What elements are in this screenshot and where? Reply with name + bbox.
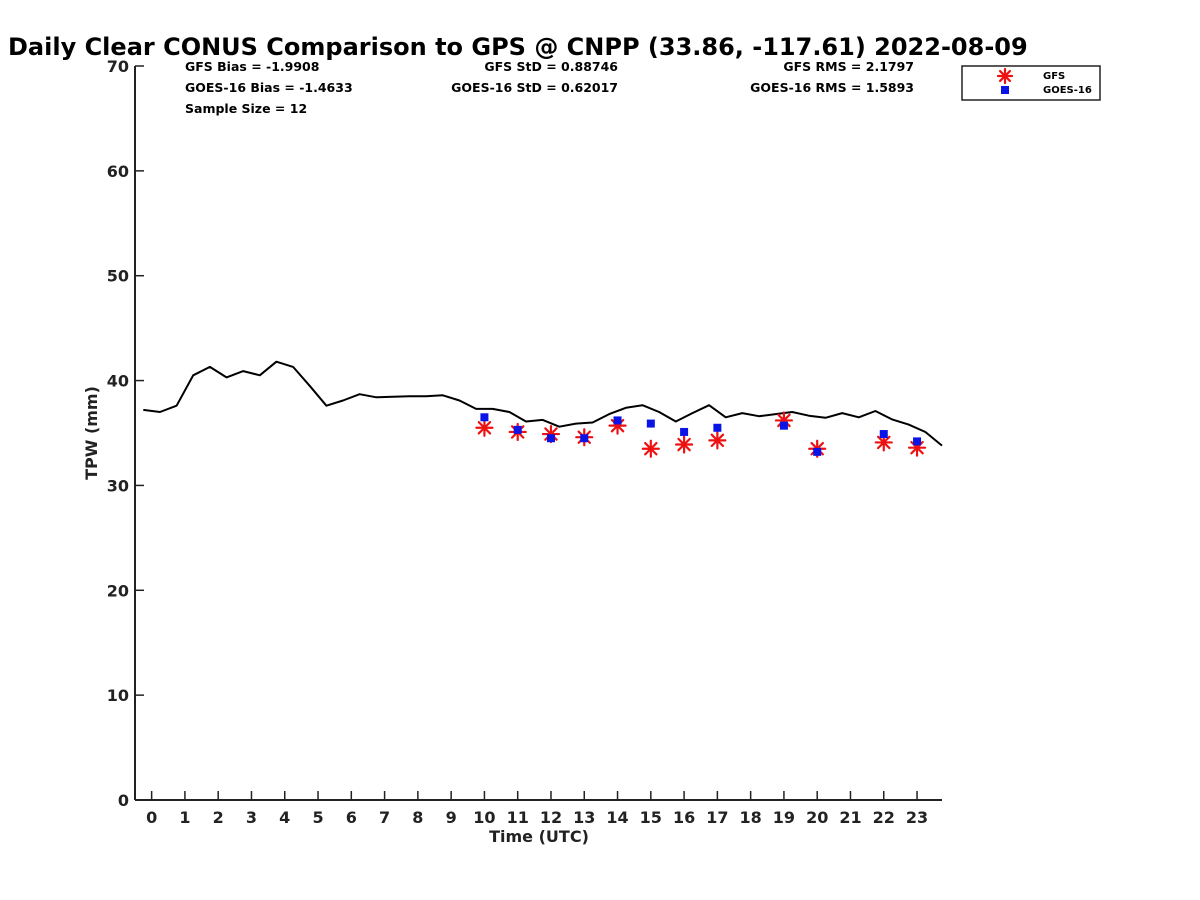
x-tick-label: 3 [246, 808, 257, 827]
x-axis-label: Time (UTC) [489, 827, 589, 846]
y-tick-label: 30 [107, 476, 129, 495]
y-tick-label: 0 [118, 791, 129, 810]
legend-gfs-label: GFS [1043, 71, 1065, 82]
x-tick-label: 14 [606, 808, 628, 827]
gfs-bias-stat: GFS Bias = -1.9908 [185, 59, 319, 74]
x-tick-label: 15 [640, 808, 662, 827]
x-tick-label: 6 [346, 808, 357, 827]
x-tick-label: 18 [740, 808, 762, 827]
sample-size-stat: Sample Size = 12 [185, 101, 307, 116]
gfs-point [708, 431, 727, 450]
gfs-point [674, 435, 694, 454]
asterisk-stroke [710, 433, 725, 448]
x-tick-label: 22 [873, 808, 895, 827]
x-tick-label: 12 [540, 808, 562, 827]
goes16-bias-stat: GOES-16 Bias = -1.4633 [185, 80, 353, 95]
x-tick-label: 20 [806, 808, 828, 827]
x-tick-label: 8 [412, 808, 423, 827]
x-tick-label: 23 [906, 808, 928, 827]
goes16-point [713, 423, 722, 432]
legend: GFS GOES-16 [961, 65, 1101, 101]
plot-marks [143, 360, 943, 458]
y-tick-label: 70 [107, 57, 129, 76]
x-tick-label: 0 [146, 808, 157, 827]
goes16-point [879, 430, 888, 439]
x-tick-label: 9 [446, 808, 457, 827]
goes16-rms-stat: GOES-16 RMS = 1.5893 [750, 80, 914, 95]
goes16-point [913, 437, 922, 446]
x-tick-label: 17 [706, 808, 728, 827]
legend-goes16-label: GOES-16 [1043, 85, 1092, 96]
legend-box [961, 65, 1101, 101]
goes16-point [680, 427, 689, 436]
y-tick-label: 50 [107, 267, 129, 286]
goes16-point [480, 413, 489, 422]
goes16-point [646, 419, 655, 428]
gfs-rms-stat: GFS RMS = 2.1797 [783, 59, 914, 74]
x-tick-label: 2 [213, 808, 224, 827]
goes16-point [779, 421, 788, 430]
x-tick-label: 16 [673, 808, 695, 827]
gfs-std-stat: GFS StD = 0.88746 [484, 59, 618, 74]
gfs-point [475, 418, 494, 437]
x-tick-label: 10 [473, 808, 495, 827]
x-tick-label: 5 [312, 808, 323, 827]
x-tick-label: 21 [839, 808, 861, 827]
asterisk-stroke [477, 421, 492, 435]
goes16-point [613, 416, 622, 425]
x-tick-label: 7 [379, 808, 390, 827]
legend-gfs-asterisk [996, 67, 1014, 85]
x-tick-label: 13 [573, 808, 595, 827]
x-tick-label: 11 [507, 808, 529, 827]
goes16-point [813, 447, 822, 456]
asterisk-stroke [677, 437, 691, 452]
goes16-point [513, 425, 522, 434]
y-tick-label: 40 [107, 372, 129, 391]
chart-title: Daily Clear CONUS Comparison to GPS @ CN… [8, 33, 1028, 61]
x-tick-label: 4 [279, 808, 290, 827]
y-tick-label: 60 [107, 162, 129, 181]
y-tick-label: 10 [107, 686, 129, 705]
legend-gfs-marker [996, 67, 1014, 85]
asterisk-stroke [998, 69, 1012, 83]
x-tick-label: 19 [773, 808, 795, 827]
y-axis-label: TPW (mm) [82, 386, 101, 480]
asterisk-stroke [644, 441, 658, 456]
gps-tpw-line [143, 360, 943, 447]
goes16-point [546, 434, 555, 443]
legend-goes16-square [1001, 86, 1009, 94]
y-tick-label: 20 [107, 581, 129, 600]
gfs-point [641, 439, 660, 458]
stats-block: GFS Bias = -1.9908 GFS StD = 0.88746 GFS… [185, 59, 914, 116]
x-tick-label: 1 [179, 808, 190, 827]
legend-goes16-marker [1001, 86, 1009, 94]
goes16-std-stat: GOES-16 StD = 0.62017 [451, 80, 618, 95]
goes16-point [580, 434, 589, 443]
asterisk-stroke [877, 435, 891, 450]
